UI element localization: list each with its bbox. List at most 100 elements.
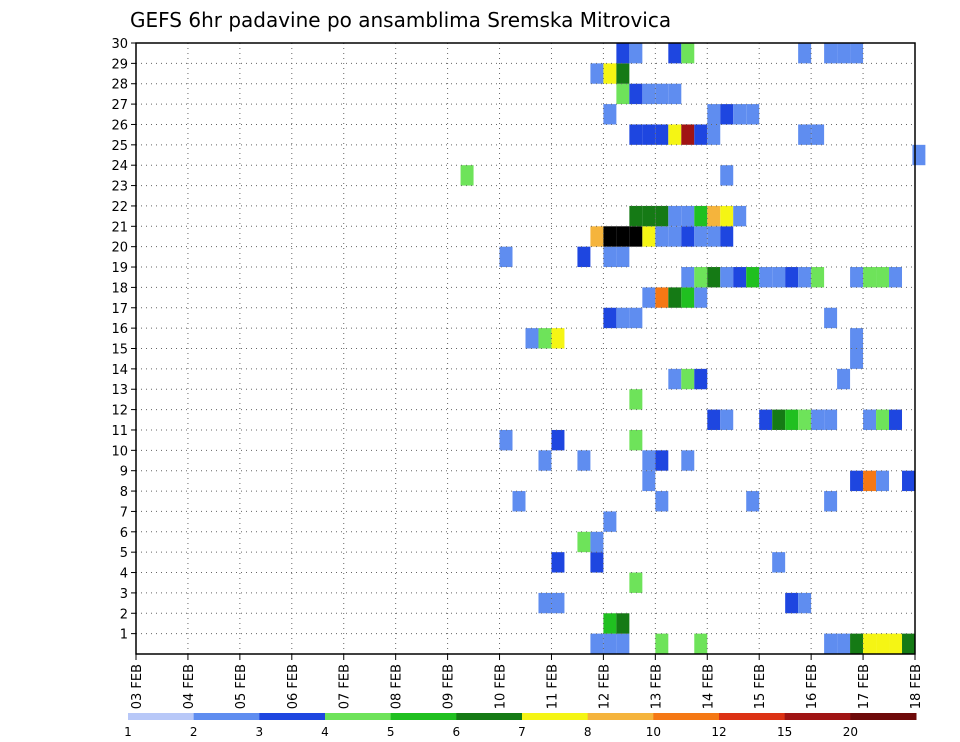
x-tick-label: 11 FEB (545, 664, 560, 709)
data-cell (798, 409, 812, 430)
data-cell (603, 633, 617, 654)
data-cell (642, 470, 656, 492)
colorbar-label: 4 (321, 725, 329, 739)
data-cell (655, 205, 669, 227)
data-cell (772, 409, 786, 430)
y-tick-label: 27 (111, 98, 128, 113)
data-cell (551, 552, 565, 573)
data-cell (863, 409, 877, 430)
data-cell (720, 409, 734, 430)
data-cell (694, 124, 708, 145)
y-tick-label: 28 (111, 78, 128, 93)
data-cell (824, 43, 838, 64)
data-cell (655, 491, 669, 512)
y-tick-label: 3 (120, 587, 128, 602)
chart-title: GEFS 6hr padavine po ansamblima Sremska … (130, 8, 671, 32)
x-tick-label: 17 FEB (857, 664, 872, 709)
data-cell (629, 307, 643, 329)
data-cell (603, 104, 617, 125)
data-cell (811, 409, 825, 430)
data-cell (616, 63, 630, 84)
data-cell (798, 592, 812, 614)
colorbar-label: 1 (124, 725, 132, 739)
data-cell (629, 124, 643, 145)
data-cell (876, 633, 890, 654)
data-cell (642, 450, 656, 471)
data-cell (863, 267, 877, 288)
x-tick-label: 04 FEB (182, 664, 197, 709)
y-tick-label: 13 (111, 383, 128, 398)
colorbar-swatch (522, 713, 589, 720)
y-tick-label: 8 (120, 485, 128, 500)
x-tick-label: 08 FEB (390, 664, 405, 709)
data-cell (642, 83, 656, 105)
colorbar-swatch (653, 713, 720, 720)
x-tick-label: 06 FEB (286, 664, 301, 709)
data-cell (694, 368, 708, 390)
colorbar-swatch (128, 713, 195, 720)
data-cell (655, 287, 669, 308)
data-cell (824, 307, 838, 329)
data-cell (876, 267, 890, 288)
data-cell (551, 429, 565, 451)
y-tick-label: 7 (120, 505, 128, 520)
colorbar-label: 12 (711, 725, 726, 739)
data-cell (824, 633, 838, 654)
data-cell (798, 124, 812, 145)
data-cell (824, 491, 838, 512)
data-cell (538, 328, 552, 349)
colorbar-label: 20 (843, 725, 858, 739)
data-cell (655, 83, 669, 105)
data-cell (681, 287, 695, 308)
data-cell (850, 43, 864, 64)
y-tick-label: 18 (111, 281, 128, 296)
colorbar-swatch (325, 713, 392, 720)
data-cell (707, 409, 721, 430)
data-cell (746, 104, 760, 125)
data-cell (616, 43, 630, 64)
data-cell (850, 267, 864, 288)
data-cell (772, 267, 786, 288)
data-cell (577, 531, 591, 553)
data-cell (603, 613, 617, 634)
y-tick-label: 21 (111, 220, 128, 235)
data-cell (577, 450, 591, 471)
data-cell (733, 205, 747, 227)
data-cell (772, 552, 786, 573)
y-tick-label: 12 (111, 404, 128, 419)
data-cell (746, 267, 760, 288)
data-cell (681, 124, 695, 145)
colorbar-label: 7 (518, 725, 526, 739)
data-cell (889, 633, 903, 654)
data-cell (733, 104, 747, 125)
y-axis: 1234567891011121314151617181920212223242… (111, 37, 136, 643)
data-cell (668, 83, 682, 105)
x-tick-label: 03 FEB (130, 664, 145, 709)
data-cell (811, 267, 825, 288)
data-cell (889, 409, 903, 430)
data-cell (590, 531, 604, 553)
data-cell (694, 205, 708, 227)
data-cell (694, 633, 708, 654)
data-cell (863, 470, 877, 492)
data-cell (707, 267, 721, 288)
data-cell (616, 226, 630, 247)
data-cell (707, 226, 721, 247)
data-cell (538, 450, 552, 471)
data-cell (603, 511, 617, 532)
data-cell (538, 592, 552, 614)
data-cell (668, 124, 682, 145)
y-tick-label: 19 (111, 261, 128, 276)
data-cell (681, 226, 695, 247)
data-cell (720, 165, 734, 186)
data-cell (668, 205, 682, 227)
colorbar-label: 3 (256, 725, 264, 739)
data-cell (655, 633, 669, 654)
data-cell (824, 409, 838, 430)
data-cell (863, 633, 877, 654)
data-cell (707, 205, 721, 227)
data-cell (785, 267, 799, 288)
data-cell (668, 368, 682, 390)
data-cell (850, 348, 864, 369)
